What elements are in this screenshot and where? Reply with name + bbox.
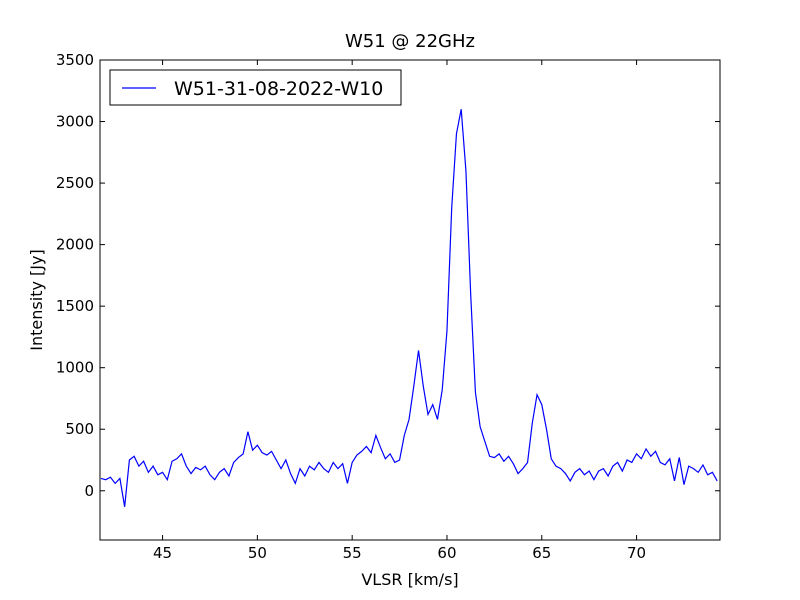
legend-label: W51-31-08-2022-W10	[174, 78, 383, 100]
y-tick-label: 3500	[56, 51, 94, 69]
y-tick-label: 2500	[56, 174, 94, 192]
chart-title: W51 @ 22GHz	[345, 31, 475, 52]
y-tick-label: 500	[65, 420, 94, 438]
x-tick-label: 55	[343, 544, 362, 562]
plot-frame	[99, 59, 721, 541]
x-tick-label: 65	[532, 544, 551, 562]
legend-box	[109, 69, 402, 106]
x-tick-label: 45	[153, 544, 172, 562]
x-tick-label: 50	[248, 544, 267, 562]
x-tick-label: 70	[627, 544, 646, 562]
x-axis-label: VLSR [km/s]	[361, 570, 458, 589]
x-tick-label: 60	[437, 544, 456, 562]
y-tick-label: 1000	[56, 359, 94, 377]
y-tick-label: 3000	[56, 113, 94, 131]
y-axis-label: Intensity [Jy]	[27, 249, 46, 350]
y-tick-label: 1500	[56, 297, 94, 315]
y-tick-label: 2000	[56, 236, 94, 254]
data-line	[100, 109, 718, 507]
y-tick-label: 0	[84, 482, 94, 500]
